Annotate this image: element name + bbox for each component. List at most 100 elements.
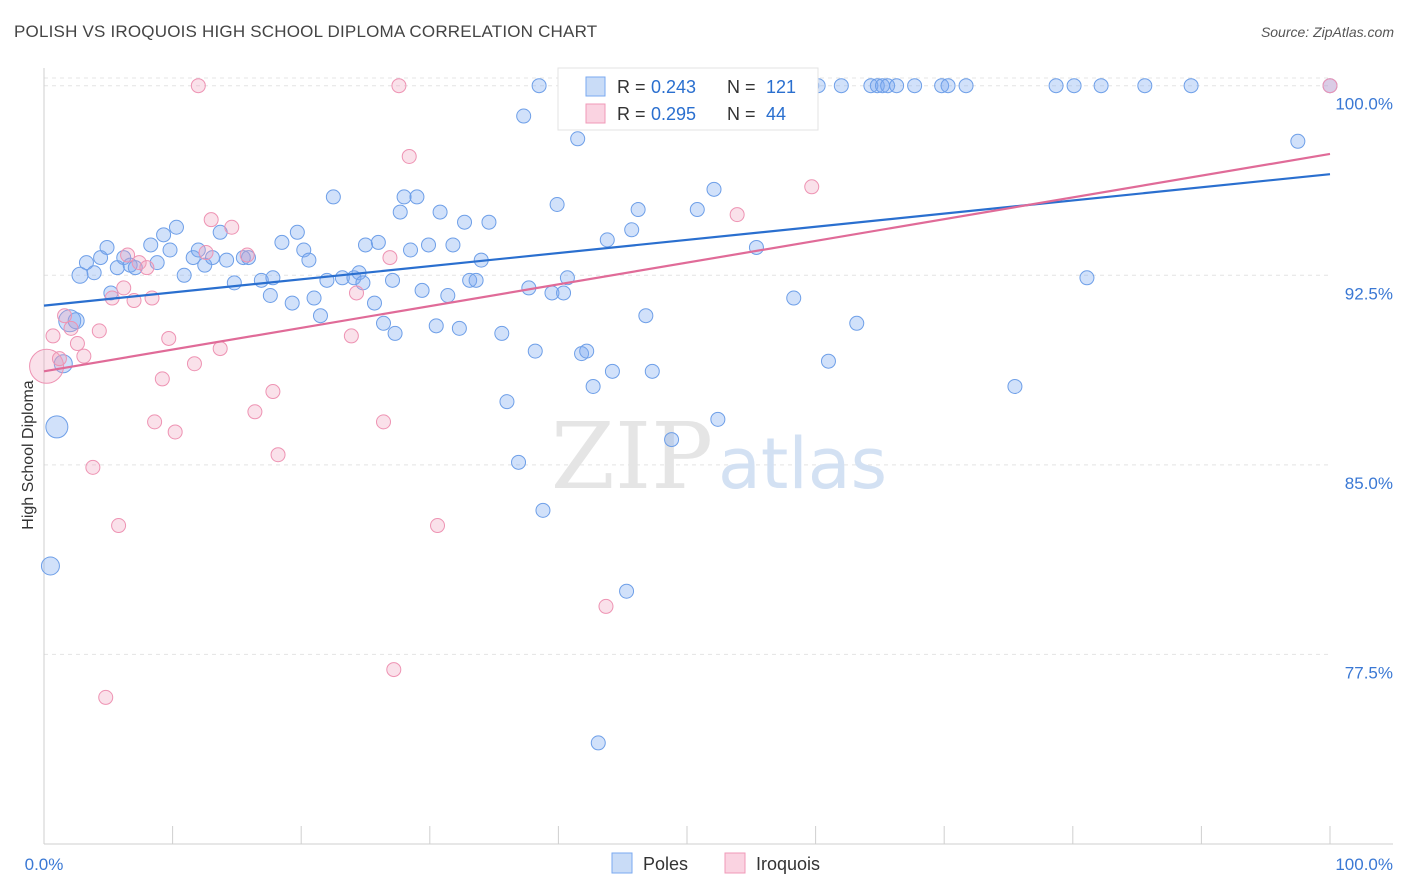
data-point-poles	[312, 308, 328, 324]
data-point-poles	[78, 255, 94, 271]
data-point-poles	[849, 315, 865, 331]
data-point-iroquois	[91, 323, 107, 339]
data-point-poles	[301, 252, 317, 268]
data-point-poles	[516, 108, 532, 124]
data-point-poles	[1079, 270, 1095, 286]
data-point-poles	[240, 250, 256, 266]
data-point-poles	[284, 295, 300, 311]
data-point-iroquois	[29, 348, 65, 384]
bottom-legend: Poles Iroquois	[611, 852, 820, 874]
data-point-poles	[40, 556, 60, 576]
trend-line-poles	[43, 173, 1331, 307]
data-point-poles	[219, 252, 235, 268]
data-point-poles	[1048, 78, 1064, 94]
data-point-poles	[494, 325, 510, 341]
data-point-poles	[664, 432, 680, 448]
trend-lines	[43, 152, 1331, 373]
chart-title: POLISH VS IROQUOIS HIGH SCHOOL DIPLOMA C…	[14, 22, 598, 41]
data-point-iroquois	[45, 328, 61, 344]
data-point-poles	[197, 257, 213, 273]
data-point-poles	[445, 237, 461, 253]
data-point-poles	[1183, 78, 1199, 94]
data-point-iroquois	[401, 148, 417, 164]
data-point-poles	[1066, 78, 1082, 94]
y-axis-label: High School Diploma	[20, 380, 37, 530]
data-point-iroquois	[382, 250, 398, 266]
data-point-poles	[306, 290, 322, 306]
data-point-iroquois	[343, 328, 359, 344]
data-point-poles	[358, 237, 373, 253]
data-point-poles	[440, 287, 456, 303]
legend-n-label-iroquois: N =	[727, 104, 756, 124]
data-point-iroquois	[376, 414, 392, 430]
data-point-poles	[604, 363, 620, 379]
data-point-iroquois	[430, 518, 446, 534]
x-tick-label: 0.0%	[25, 855, 64, 874]
bottom-legend-swatch-poles	[611, 852, 633, 874]
data-point-iroquois	[116, 280, 132, 296]
trend-line-iroquois	[43, 152, 1331, 373]
data-point-poles	[531, 78, 547, 94]
data-point-poles	[468, 272, 484, 288]
data-point-poles	[644, 363, 660, 379]
data-point-poles	[185, 250, 201, 266]
data-point-poles	[624, 222, 640, 238]
data-point-iroquois	[98, 689, 114, 705]
data-point-poles	[156, 227, 172, 243]
data-point-poles	[457, 214, 473, 230]
legend-swatch-iroquois	[585, 103, 606, 124]
grid-lines	[44, 77, 1330, 655]
data-point-poles	[599, 232, 615, 248]
legend-r-label-iroquois: R =	[617, 104, 646, 124]
data-point-iroquois	[1322, 78, 1338, 94]
data-point-iroquois	[69, 336, 85, 352]
data-point-poles	[907, 78, 923, 94]
data-point-iroquois	[139, 260, 155, 276]
data-point-poles	[409, 189, 425, 205]
data-point-poles	[451, 320, 467, 336]
data-point-poles	[1093, 78, 1109, 94]
legend-r-label-poles: R =	[617, 77, 646, 97]
legend-r-value-iroquois: 0.295	[651, 104, 696, 124]
data-point-poles	[619, 583, 635, 599]
data-point-poles	[710, 411, 726, 427]
data-point-iroquois	[190, 78, 206, 94]
data-point-poles	[289, 224, 305, 240]
data-point-iroquois	[224, 219, 240, 235]
data-point-poles	[689, 202, 705, 218]
data-point-poles	[162, 242, 178, 258]
data-point-poles	[274, 234, 290, 250]
data-point-iroquois	[111, 518, 127, 534]
data-point-poles	[262, 287, 278, 303]
data-point-poles	[833, 78, 849, 94]
data-point-poles	[590, 735, 606, 751]
data-point-iroquois	[186, 356, 202, 372]
data-point-poles	[403, 242, 419, 258]
data-point-poles	[630, 202, 646, 218]
data-point-poles	[585, 378, 601, 394]
watermark-zip: ZIP	[551, 403, 713, 510]
data-point-poles	[1007, 378, 1023, 394]
data-point-poles	[421, 237, 437, 253]
bottom-legend-label-poles: Poles	[643, 854, 688, 874]
axes	[43, 68, 1393, 845]
data-point-poles	[428, 318, 444, 334]
data-point-poles	[143, 237, 159, 253]
data-point-iroquois	[154, 371, 170, 387]
legend-n-value-iroquois: 44	[766, 104, 786, 124]
data-point-poles	[499, 394, 515, 410]
data-point-iroquois	[57, 308, 73, 324]
data-point-poles	[462, 272, 478, 288]
data-point-iroquois	[265, 384, 281, 400]
data-point-poles	[481, 214, 497, 230]
x-tick-labels: 0.0% 100.0%	[25, 855, 1393, 874]
data-point-iroquois	[239, 247, 255, 263]
legend: R = 0.243 N = 121 R = 0.295 N = 44	[557, 67, 819, 131]
data-point-poles	[579, 343, 595, 359]
legend-r-value-poles: 0.243	[651, 77, 696, 97]
data-point-iroquois	[161, 330, 177, 346]
data-point-iroquois	[804, 179, 820, 195]
chart-source: Source: ZipAtlas.com	[1260, 24, 1394, 40]
data-point-poles	[958, 78, 974, 94]
